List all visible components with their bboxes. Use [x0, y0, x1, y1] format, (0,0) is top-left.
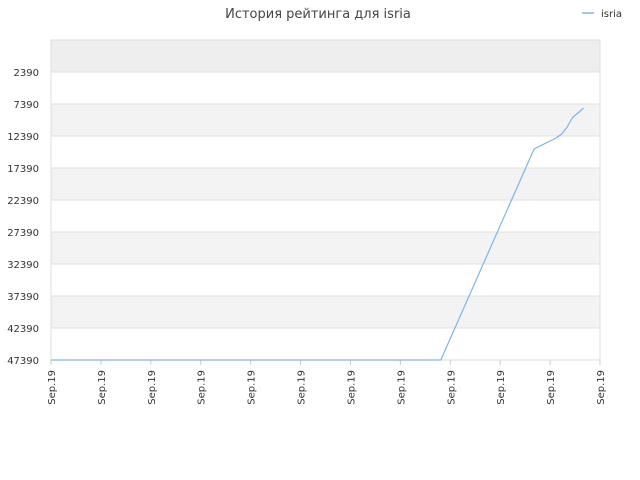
y-tick-label: 32390 — [7, 260, 39, 271]
legend-label-isria: isria — [601, 9, 622, 20]
chart-title: История рейтинга для isria — [225, 7, 411, 22]
x-tick-label: Sep.19 — [197, 370, 208, 405]
x-tick-label: Sep.19 — [546, 370, 557, 405]
y-tick-label: 2390 — [14, 68, 39, 79]
plot-band — [51, 104, 600, 136]
x-tick-label: Sep.19 — [496, 370, 507, 405]
x-tick-label: Sep.19 — [446, 370, 457, 405]
plot-band — [51, 232, 600, 264]
x-tick-label: Sep.19 — [147, 370, 158, 405]
plot-band — [51, 296, 600, 328]
plot-band — [51, 168, 600, 200]
y-tick-label: 37390 — [7, 292, 39, 303]
x-tick-label: Sep.19 — [247, 370, 258, 405]
y-tick-label: 42390 — [7, 324, 39, 335]
y-tick-label: 12390 — [7, 132, 39, 143]
plot-bands — [51, 40, 600, 360]
y-tick-label: 47390 — [7, 356, 39, 367]
plot-band — [51, 40, 600, 72]
series-layer — [51, 107, 584, 361]
y-tick-label: 27390 — [7, 228, 39, 239]
x-tick-label: Sep.19 — [97, 370, 108, 405]
x-tick-label: Sep.19 — [297, 370, 308, 405]
y-tick-label: 22390 — [7, 196, 39, 207]
x-axis: Sep.19 Sep.19 Sep.19 Sep.19 Sep.19 Sep.19 Sep.… — [47, 360, 607, 405]
y-tick-label: 17390 — [7, 164, 39, 175]
series-line-isria — [51, 107, 584, 361]
x-tick-label: Sep.19 — [346, 370, 357, 405]
x-tick-label: Sep.19 — [396, 370, 407, 405]
y-tick-label: 7390 — [14, 100, 39, 111]
x-tick-label: Sep.19 — [47, 370, 58, 405]
legend[interactable]: isria — [582, 9, 622, 20]
x-tick-label: Sep.19 — [596, 370, 607, 405]
y-axis: 2390 7390 12390 17390 22390 27390 32390 37390 42… — [7, 68, 39, 367]
